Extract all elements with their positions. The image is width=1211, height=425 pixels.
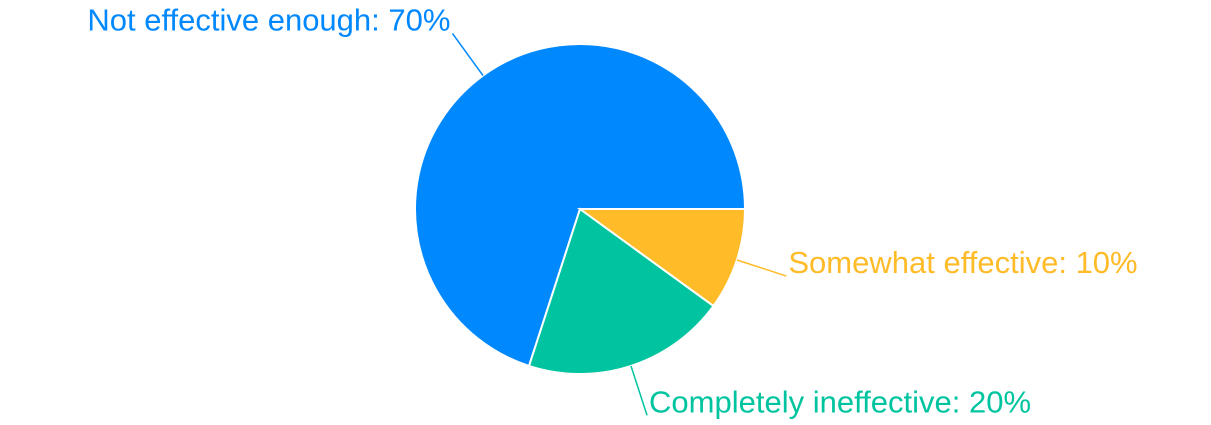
slice-label: Completely ineffective: 20%: [649, 385, 1031, 420]
label-line: [736, 259, 787, 277]
label-line: [630, 365, 648, 416]
slice-label: Not effective enough: 70%: [87, 3, 450, 38]
label-line: [451, 33, 484, 76]
slice-label: Somewhat effective: 10%: [788, 245, 1137, 280]
